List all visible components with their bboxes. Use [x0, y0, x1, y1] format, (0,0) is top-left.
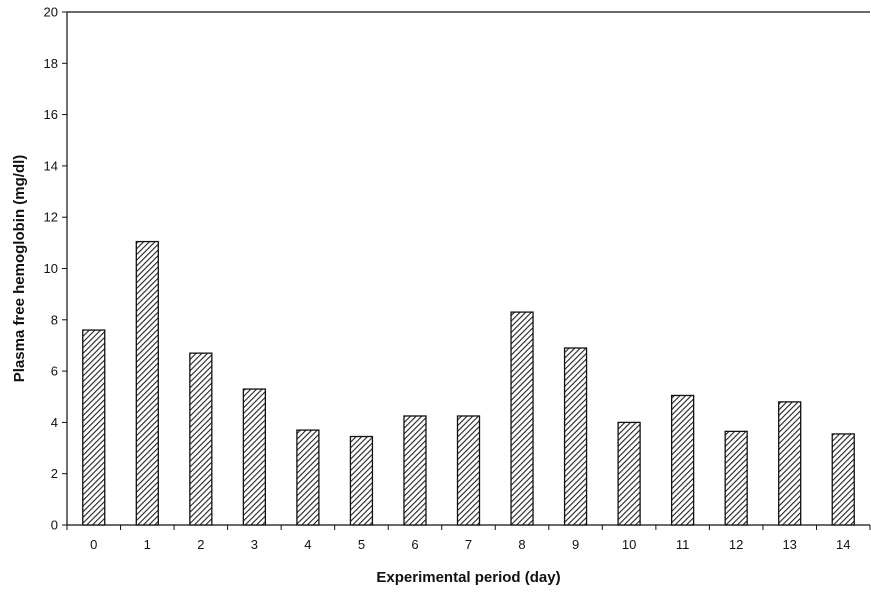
x-tick-label: 12 — [729, 537, 743, 552]
bar-day-0 — [82, 329, 106, 526]
x-tick-label: 9 — [572, 537, 579, 552]
y-tick-label: 4 — [51, 415, 58, 430]
y-tick-label: 16 — [44, 107, 58, 122]
bar-day-13 — [778, 401, 802, 526]
x-tick-label: 4 — [304, 537, 311, 552]
y-tick-label: 20 — [44, 5, 58, 20]
bar-day-10 — [617, 421, 641, 526]
bar-day-8 — [510, 311, 534, 526]
x-axis-title: Experimental period (day) — [376, 569, 560, 586]
bar-day-14 — [831, 433, 855, 526]
x-tick-label: 6 — [411, 537, 418, 552]
bar-day-12 — [724, 430, 748, 526]
x-tick-label: 13 — [782, 537, 796, 552]
x-tick-label: 2 — [197, 537, 204, 552]
x-tick-label: 0 — [90, 537, 97, 552]
bar-day-6 — [403, 415, 427, 526]
x-tick-label: 10 — [622, 537, 636, 552]
x-tick-label: 7 — [465, 537, 472, 552]
y-tick-label: 0 — [51, 518, 58, 533]
x-tick-label: 5 — [358, 537, 365, 552]
bar-day-11 — [670, 394, 695, 526]
bar-day-2 — [189, 352, 213, 526]
bar-day-1 — [135, 240, 159, 526]
x-tick-label: 14 — [836, 537, 850, 552]
y-tick-label: 14 — [44, 158, 58, 173]
y-tick-label: 12 — [44, 210, 58, 225]
x-tick-label: 1 — [144, 537, 151, 552]
y-tick-label: 8 — [51, 312, 58, 327]
x-tick-label: 11 — [676, 537, 690, 552]
bar-day-9 — [563, 347, 588, 526]
x-axis: 0 1 2 3 4 5 6 7 8 9 10 11 12 13 14 — [66, 525, 871, 552]
x-tick-label: 8 — [518, 537, 525, 552]
bar-day-5 — [349, 435, 374, 526]
bar-day-3 — [242, 388, 267, 526]
y-axis: 0 2 4 6 8 10 12 14 16 18 20 — [44, 5, 67, 533]
bar-day-7 — [456, 415, 481, 526]
bar-day-4 — [296, 429, 320, 526]
x-tick-label: 3 — [251, 537, 258, 552]
y-axis-title: Plasma free hemoglobin (mg/dl) — [11, 155, 28, 383]
y-tick-label: 2 — [51, 466, 58, 481]
bars — [82, 240, 855, 526]
y-tick-label: 18 — [44, 56, 58, 71]
y-tick-label: 10 — [44, 261, 58, 276]
y-tick-label: 6 — [51, 364, 58, 379]
